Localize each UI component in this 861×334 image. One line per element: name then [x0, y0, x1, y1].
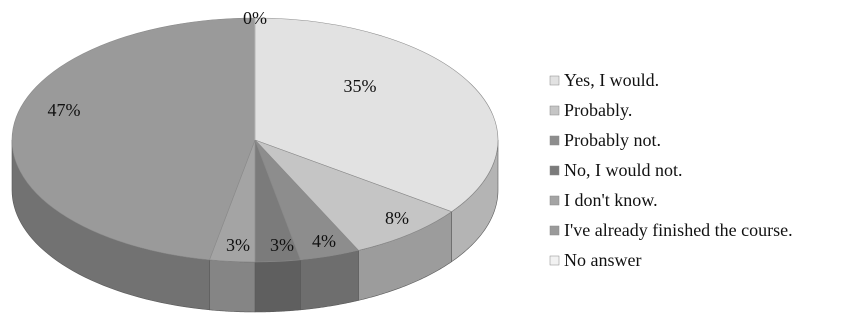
legend-swatch-6	[549, 255, 560, 266]
slice-value-label-3: 3%	[270, 235, 294, 255]
legend-swatch-3	[549, 165, 560, 176]
slice-value-label-4: 3%	[226, 235, 250, 255]
slice-value-label-2: 4%	[312, 231, 336, 251]
pie-labels-group: 35% 8% 4% 3% 3% 47% 0%	[48, 8, 410, 255]
pie-side-2	[300, 250, 359, 311]
pie-side-3	[254, 259, 301, 313]
slice-value-label-1: 8%	[385, 208, 409, 228]
legend-swatch-2	[549, 135, 560, 146]
slice-value-label-0: 35%	[344, 76, 377, 96]
legend-swatch-1	[549, 105, 560, 116]
pie-slice-5	[11, 17, 256, 261]
legend-label-5: I've already finished the course.	[564, 220, 793, 240]
slice-value-label-6: 0%	[243, 8, 267, 28]
legend: Yes, I would. Probably. Probably not. No, I…	[549, 70, 793, 270]
legend-label-1: Probably.	[564, 100, 632, 120]
legend-label-0: Yes, I would.	[564, 70, 659, 90]
pie-side-group	[11, 139, 499, 313]
legend-swatch-5	[549, 225, 560, 236]
legend-label-3: No, I would not.	[564, 160, 683, 180]
legend-swatch-0	[549, 75, 560, 86]
pie-top-group	[11, 17, 499, 263]
legend-swatch-4	[549, 195, 560, 206]
pie-slice-0	[254, 17, 499, 213]
legend-label-2: Probably not.	[564, 130, 661, 150]
pie-slice-1	[254, 139, 453, 251]
pie-side-4	[209, 259, 256, 313]
legend-label-4: I don't know.	[564, 190, 658, 210]
legend-label-6: No answer	[564, 250, 641, 270]
slice-value-label-5: 47%	[48, 100, 81, 120]
